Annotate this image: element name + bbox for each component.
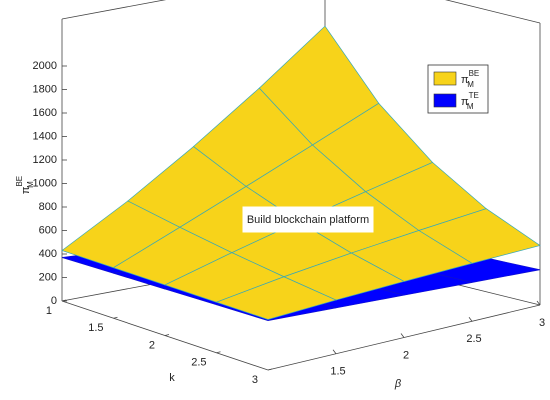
k-tick [113, 316, 118, 319]
z-tick-label: 600 [39, 224, 57, 236]
beta-tick [400, 333, 405, 338]
z-tick-label: 400 [39, 248, 57, 260]
axis-edge [445, 0, 541, 24]
legend-swatch [433, 93, 457, 108]
beta-tick [332, 349, 337, 354]
beta-tick-label: 1.5 [330, 366, 345, 378]
beta-axis-label: β [394, 378, 402, 390]
z-tick-label: 200 [39, 271, 57, 283]
legend-label: πBE M [461, 69, 479, 89]
z-tick-label: 1600 [33, 107, 57, 119]
k-tick [267, 368, 273, 371]
surfaces [61, 25, 541, 322]
legend-label: πTE M [461, 91, 479, 111]
z-tick-label: 1000 [33, 177, 57, 189]
axis-edge [61, 0, 167, 20]
beta-tick-label: 2.5 [466, 333, 481, 345]
annotation-text: Build blockchain platform [247, 214, 369, 226]
z-tick-label: 1800 [33, 83, 57, 95]
z-axis-label: πBE M [15, 176, 35, 194]
annotation-box [242, 206, 374, 233]
surface-patch [215, 276, 338, 320]
k-tick-label: 1 [46, 305, 52, 317]
k-tick-label: 1.5 [88, 322, 103, 334]
z-tick-label: 0 [51, 295, 57, 307]
overlay: Build blockchain platform πBE M πTE M [242, 64, 489, 233]
legend: πBE M πTE M [427, 64, 489, 114]
k-tick [61, 299, 67, 302]
z-tick-label: 1200 [33, 154, 57, 166]
k-tick [164, 334, 170, 336]
z-tick-label: 800 [39, 201, 57, 213]
k-axis-label: k [169, 372, 175, 384]
z-tick-label: 1400 [33, 130, 57, 142]
k-tick-label: 2.5 [191, 357, 206, 369]
beta-tick [536, 300, 541, 306]
beta-tick-label: 2 [403, 349, 409, 361]
k-tick [216, 351, 221, 354]
legend-swatch [433, 71, 457, 86]
beta-tick [468, 317, 473, 322]
z-tick-label: 2000 [33, 60, 57, 72]
k-tick-label: 2 [149, 339, 155, 351]
beta-tick-label: 3 [539, 317, 545, 329]
annotation: Build blockchain platform [242, 206, 374, 233]
axes-box: 0 200 400 600 800 1000 1200 1400 1600 1800 2000 1 1.… [15, 0, 545, 390]
k-tick-label: 3 [252, 374, 258, 386]
